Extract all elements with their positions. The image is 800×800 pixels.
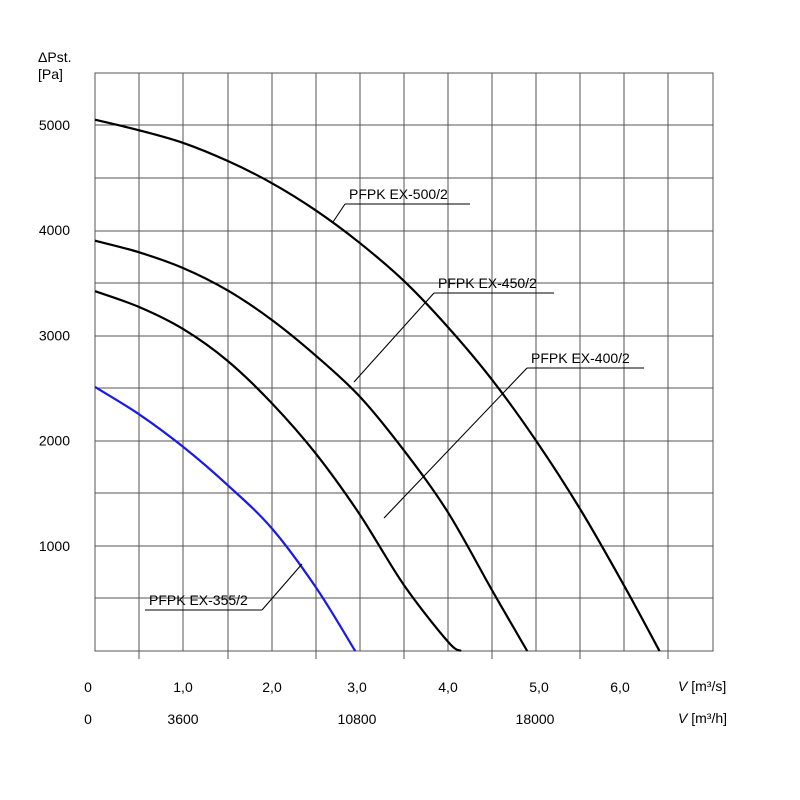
x-tick-label-m3s: 3,0	[347, 679, 367, 695]
curves	[94, 118, 661, 652]
y-tick-labels: 1000 2000 3000 4000 5000	[39, 117, 70, 554]
y-tick-label: 1000	[39, 538, 70, 554]
series-labels: PFPK EX-500/2 PFPK EX-450/2 PFPK EX-400/2 P…	[149, 186, 630, 608]
plot-frame	[94, 72, 714, 652]
curve-pfpk-ex-450-2	[94, 239, 529, 652]
series-label-pfpk-ex-355-2: PFPK EX-355/2	[149, 592, 248, 608]
leader-lines	[145, 203, 644, 611]
x-tick-labels-m3h: 0 3600 10800 18000	[84, 711, 555, 727]
x-tick-label-m3s: 2,0	[262, 679, 282, 695]
y-axis-title-unit: [Pa]	[38, 66, 63, 82]
leader-line-pfpk-ex-400-2	[383, 367, 528, 519]
x-axis-title-m3s: V [m³/s]	[678, 678, 726, 694]
x-tick-label-m3h: 10800	[338, 711, 377, 727]
grid	[95, 73, 713, 659]
leader-line-pfpk-ex-500-2	[332, 203, 346, 223]
y-tick-label: 5000	[39, 117, 70, 133]
y-tick-label: 3000	[39, 327, 70, 343]
x-tick-label-m3h: 18000	[516, 711, 555, 727]
x-tick-labels-m3s: 0 1,0 2,0 3,0 4,0 5,0 6,0	[84, 679, 630, 695]
x-axis-title-m3h: V [m³/h]	[678, 710, 727, 726]
series-label-pfpk-ex-450-2: PFPK EX-450/2	[438, 275, 537, 291]
x-tick-label-m3h: 0	[84, 711, 92, 727]
x-tick-label-m3s: 5,0	[529, 679, 549, 695]
curve-pfpk-ex-355-2	[94, 385, 357, 652]
y-tick-label: 4000	[39, 222, 70, 238]
series-label-pfpk-ex-500-2: PFPK EX-500/2	[349, 186, 448, 202]
curve-pfpk-ex-400-2	[94, 290, 462, 652]
y-axis-title-symbol: ΔPst.	[38, 49, 71, 65]
leader-line-pfpk-ex-355-2	[261, 563, 303, 611]
x-tick-label-m3s: 1,0	[173, 679, 193, 695]
series-label-pfpk-ex-400-2: PFPK EX-400/2	[531, 350, 630, 366]
curve-pfpk-ex-500-2	[94, 118, 661, 652]
x-tick-label-m3s: 0	[84, 679, 92, 695]
y-tick-label: 2000	[39, 433, 70, 449]
x-tick-label-m3h: 3600	[167, 711, 198, 727]
x-tick-label-m3s: 6,0	[610, 679, 630, 695]
leader-line-pfpk-ex-450-2	[353, 292, 435, 383]
x-tick-label-m3s: 4,0	[438, 679, 458, 695]
